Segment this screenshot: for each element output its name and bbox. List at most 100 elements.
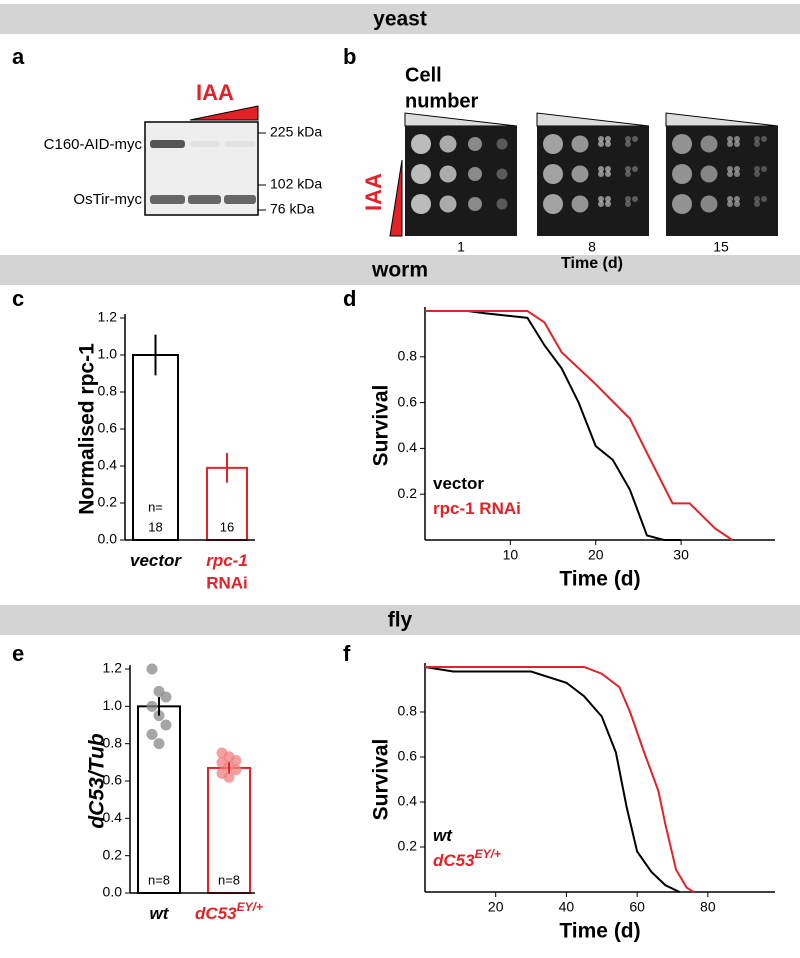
x-label: Time (d) [559,920,640,943]
colony [734,166,740,172]
point [230,764,242,776]
band-label: C160-AID-myc [44,136,143,153]
spot [468,197,482,211]
x-tick-label: 60 [629,899,645,915]
y-tick-label: 0.2 [103,846,123,862]
y-label: Survival [370,385,393,467]
y-tick-label: 0.6 [398,748,418,764]
y-tick-label: 0.4 [98,457,118,473]
section-bar [0,4,800,34]
n-label: n= [148,499,163,514]
colony [727,196,733,202]
spot [468,137,482,151]
spot [700,165,718,183]
spot [411,164,431,184]
band [150,140,185,148]
spot [439,135,457,153]
colony [598,141,604,147]
colony [734,171,740,177]
category: dC53 [195,904,237,923]
section-title: yeast [373,8,427,31]
point [146,663,158,675]
spot [672,164,692,184]
plates [404,112,779,236]
spot [700,135,718,153]
colony [625,136,631,142]
colony [761,136,767,142]
y-tick-label: 0.2 [398,838,418,854]
legend-entry: dC53EY/+ [433,847,501,870]
survival-line [424,666,680,893]
bar [132,354,179,541]
colony [754,196,760,202]
colony [625,171,631,177]
legend-name: rpc-1 RNAi [433,499,521,518]
header: number [405,90,479,112]
colony [625,141,631,147]
colony [727,136,733,142]
y-tick-label: 0.8 [398,348,418,364]
n-label: 16 [220,519,234,534]
category-superscript: EY/+ [237,900,263,914]
colony [598,201,604,207]
spot [468,167,482,181]
colony [761,196,767,202]
legend-entry: vector [433,474,484,493]
y-tick-label: 1.0 [103,697,123,713]
spot [571,195,589,213]
n-label: n=8 [218,872,240,887]
timepoint: 1 [457,239,465,255]
survival-line [425,666,695,893]
x-tick-label: rpc-1 [206,551,248,570]
colony [734,201,740,207]
marker-label: 76 kDa [270,201,315,217]
band [188,195,221,204]
spot [411,194,431,214]
legend-name: vector [433,474,484,493]
wedge [189,105,259,121]
spot [543,164,563,184]
legend-entry: rpc-1 RNAi [433,499,521,518]
bar [137,705,181,894]
colony [598,166,604,172]
y-tick-label: 0.4 [103,809,123,825]
timepoint: 15 [713,239,729,255]
n-label: n=8 [148,872,170,887]
bar [207,766,251,895]
colony [605,141,611,147]
spot [439,195,457,213]
y-tick-label: 0.2 [98,494,118,510]
header: Cell [405,64,442,86]
band-label: OsTir-myc [73,191,142,208]
panel-letter: c [12,286,24,311]
y-tick-label: 0.0 [98,531,118,547]
triangle [665,112,779,127]
colony [727,171,733,177]
colony [625,196,631,202]
marker-label: 102 kDa [270,176,322,192]
spot [411,134,431,154]
y-tick-label: 0.4 [398,793,418,809]
point [223,771,235,783]
x-tick-label: dC53EY/+ [195,900,263,923]
point [146,700,158,712]
wedge [389,159,403,237]
y-tick-label: 0.6 [103,772,123,788]
band [150,195,185,204]
colony [598,196,604,202]
colony [754,201,760,207]
colony [598,136,604,142]
panel-letter: d [343,286,356,311]
colony [632,196,638,202]
spot [496,138,508,150]
spot [543,194,563,214]
x-tick-label: 80 [700,899,716,915]
section-bar [0,605,800,635]
triangle [536,112,650,127]
section-title: fly [388,609,413,632]
treatment-label: IAA [196,80,234,105]
category: vector [130,551,182,570]
colony [605,166,611,172]
panel-letter: e [12,641,24,666]
